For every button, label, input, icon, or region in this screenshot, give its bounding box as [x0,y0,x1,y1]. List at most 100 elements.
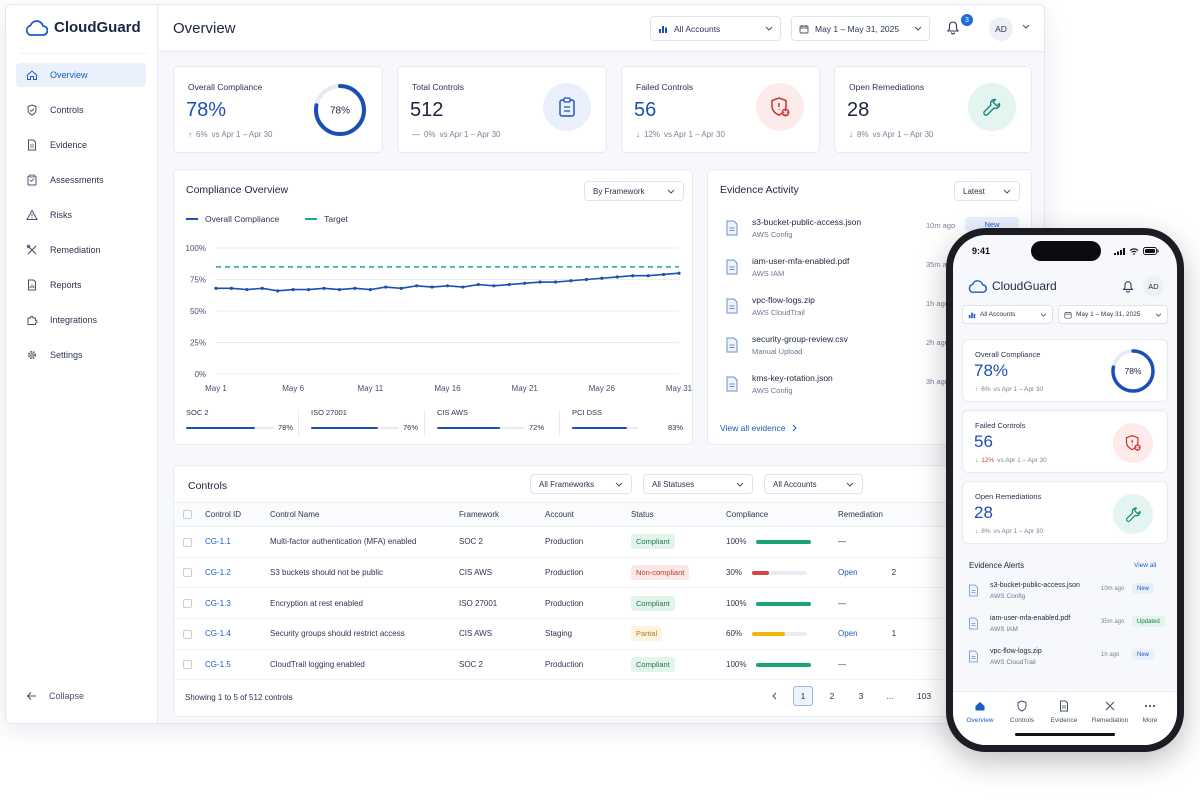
mobile-app-logo[interactable]: CloudGuard [967,279,1057,293]
control-id-link[interactable]: CG-1.5 [205,649,270,681]
kpi-open-remediations[interactable]: Open Remediations 28 ↓ 8% vs Apr 1 – Apr… [834,66,1032,153]
table-row[interactable]: CG-1.1 Multi-factor authentication (MFA) … [174,526,954,558]
control-id-link[interactable]: CG-1.4 [205,618,270,650]
framework-name: ISO 27001 [311,408,347,417]
status-filter[interactable]: All Statuses [643,474,753,494]
select-all-cell [174,502,205,527]
framework-dropdown[interactable]: By Framework [584,181,684,201]
table-row[interactable]: CG-1.2 S3 buckets should not be public CIS… [174,557,954,589]
status-icons [1114,247,1159,255]
page-button[interactable]: 3 [858,691,864,701]
row-checkbox[interactable] [183,568,192,578]
framework-filter[interactable]: All Frameworks [530,474,632,494]
avatar[interactable]: AD [1143,276,1164,297]
evidence-source: AWS CloudTrail [752,308,805,317]
tab-evidence[interactable]: Evidence [1042,700,1086,724]
column-header[interactable]: Compliance [726,502,838,527]
tab-remediation[interactable]: Remediation [1086,700,1134,724]
alert-item[interactable]: iam-user-mfa-enabled.pdf AWS IAM 35m ago Up… [962,611,1168,643]
date-range-select[interactable]: May 1 – May 31, 2025 [791,16,930,41]
accounts-select[interactable]: All Accounts [650,16,781,41]
evidence-item[interactable]: vpc-flow-logs.zip AWS CloudTrail 1h ago [720,292,1020,328]
page-button[interactable]: 103 [916,691,932,701]
date-range-select[interactable]: May 1 – May 31, 2025 [1058,305,1168,324]
evidence-item[interactable]: iam-user-mfa-enabled.pdf AWS IAM 35m ago [720,253,1020,289]
tab-more[interactable]: More [1128,700,1172,724]
column-header[interactable]: Control ID [205,502,270,527]
column-header[interactable]: Remediation [838,502,954,527]
row-checkbox[interactable] [183,537,192,547]
sidebar-item-controls[interactable]: Controls [16,98,146,122]
select-all-checkbox[interactable] [183,510,192,520]
kpi-label: Total Controls [412,82,464,92]
remediation-status[interactable]: Open [838,568,858,578]
data-point [631,274,635,278]
kpi-failed-controls[interactable]: Failed Controls 56 ↓ 12% vs Apr 1 – Apr … [621,66,820,153]
evidence-item[interactable]: kms-key-rotation.json AWS Config 3h ago [720,370,1020,406]
framework-bar-fill [437,427,501,429]
mobile-kpi-failed-controls[interactable]: Failed Controls 56 ↓ 12% vs Apr 1 – Apr … [962,410,1168,473]
table-row[interactable]: CG-1.5 CloudTrail logging enabled SOC 2 Pro… [174,649,954,681]
sidebar-item-remediation[interactable]: Remediation [16,238,146,262]
app-logo[interactable]: CloudGuard [24,19,141,36]
sidebar-item-settings[interactable]: Settings [16,343,146,367]
page-button[interactable]: 1 [793,686,813,706]
document-icon [28,139,36,151]
warning-icon [26,209,38,220]
sidebar-item-risks[interactable]: Risks [16,203,146,227]
table-row[interactable]: CG-1.4 Security groups should restrict ac… [174,618,954,650]
row-checkbox[interactable] [183,660,192,670]
view-all-evidence-link[interactable]: View all evidence [720,423,797,433]
bell-icon[interactable] [946,19,960,35]
puzzle-icon [27,315,38,325]
mobile-kpi-open-remediations[interactable]: Open Remediations 28 ↓ 8% vs Apr 1 – Apr… [962,481,1168,544]
framework-filter-value: All Frameworks [539,479,595,489]
kpi-label: Failed Controls [636,82,694,92]
row-checkbox[interactable] [183,598,192,608]
sidebar-item-label: Assessments [50,175,104,185]
table-row[interactable]: CG-1.3 Encryption at rest enabled ISO 2700… [174,587,954,620]
sidebar-item-evidence[interactable]: Evidence [16,133,146,157]
column-header[interactable]: Account [545,502,631,527]
view-all-alerts-link[interactable]: View all [1134,562,1157,569]
sidebar-item-overview[interactable]: Overview [16,63,146,87]
evidence-sort-dropdown[interactable]: Latest [954,181,1020,201]
remediation-status[interactable]: Open [838,629,858,639]
sidebar-item-integrations[interactable]: Integrations [16,308,146,332]
x-tick-label: May 26 [589,384,616,393]
legend-swatch [186,218,198,220]
accounts-select[interactable]: All Accounts [962,305,1053,324]
evidence-item[interactable]: s3-bucket-public-access.json AWS Config 10… [720,214,1020,250]
status-cell: Compliant [631,649,726,681]
mobile-kpi-overall-compliance[interactable]: Overall Compliance 78% ↑ 6% vs Apr 1 – A… [962,339,1168,402]
alert-item[interactable]: vpc-flow-logs.zip AWS CloudTrail 1h ago New [962,644,1168,676]
page-button[interactable]: 2 [829,691,835,701]
kpi-total-controls[interactable]: Total Controls 512 — 0% vs Apr 1 – Apr 3… [397,66,607,153]
column-header[interactable]: Control Name [270,502,459,527]
kpi-overall-compliance[interactable]: Overall Compliance 78% ↑ 6% vs Apr 1 – A… [173,66,383,153]
control-id-link[interactable]: CG-1.2 [205,557,270,589]
compliance-bar-fill [752,632,786,637]
data-point [353,286,357,290]
control-id-link[interactable]: CG-1.3 [205,587,270,620]
calendar-icon [799,24,809,33]
data-point [600,276,604,280]
alert-item[interactable]: s3-bucket-public-access.json AWS Config 10… [962,578,1168,610]
status-badge: Compliant [631,534,675,550]
tab-overview[interactable]: Overview [958,700,1002,724]
evidence-item[interactable]: security-group-review.csv Manual Upload 2h… [720,331,1020,367]
sidebar-item-assessments[interactable]: Assessments [16,168,146,192]
sidebar-item-reports[interactable]: Reports [16,273,146,297]
control-id-link[interactable]: CG-1.1 [205,526,270,558]
collapse-button[interactable]: Collapse [26,691,84,701]
avatar[interactable]: AD [989,17,1013,41]
column-header[interactable]: Status [631,502,726,527]
account-filter[interactable]: All Accounts [764,474,863,494]
column-header[interactable]: Framework [459,502,545,527]
row-checkbox[interactable] [183,629,192,639]
tab-controls[interactable]: Controls [1000,700,1044,724]
kpi-value: 56 [634,99,657,121]
bell-icon[interactable] [1122,279,1134,293]
previous-page-button[interactable] [764,686,784,706]
chevron-down-icon[interactable] [1022,24,1030,29]
